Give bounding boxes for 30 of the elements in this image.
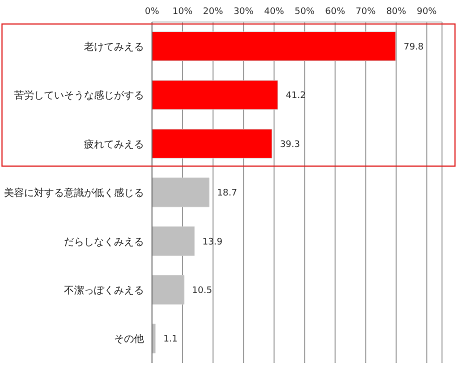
bar [152,226,195,256]
data-label: 1.1 [163,334,178,345]
x-tick-label: 40% [264,7,285,17]
data-label: 10.5 [192,286,212,296]
y-tick-label: 不潔っぽくみえる [64,284,144,296]
x-tick-label: 60% [325,7,346,17]
x-tick-label: 80% [386,7,407,17]
data-label: 13.9 [202,237,223,248]
bar [152,80,278,110]
bar [152,128,272,158]
x-tick-label: 70% [356,7,376,17]
y-tick-label: 美容に対する意識が低く感じる [4,187,144,200]
x-tick-label: 20% [203,7,224,17]
bar [152,31,396,61]
x-tick-label: 50% [294,7,316,17]
bar [152,275,184,305]
y-tick-label: その他 [114,333,144,346]
bar [152,178,210,208]
y-tick-label: 疲れてみえる [84,138,144,150]
y-tick-label: 老けてみえる [84,40,144,53]
data-label: 39.3 [280,140,300,150]
data-label: 41.2 [286,91,306,102]
x-tick-label: 0% [144,7,160,17]
x-tick-label: 30% [234,7,254,17]
data-label: 79.8 [404,42,424,52]
data-label: 18.7 [217,188,238,199]
x-tick-label: 90% [416,7,438,17]
y-tick-label: 苦労していそうな感じがする [14,90,144,102]
y-tick-label: だらしなくみえる [64,236,144,248]
x-tick-label: 10% [172,7,193,17]
